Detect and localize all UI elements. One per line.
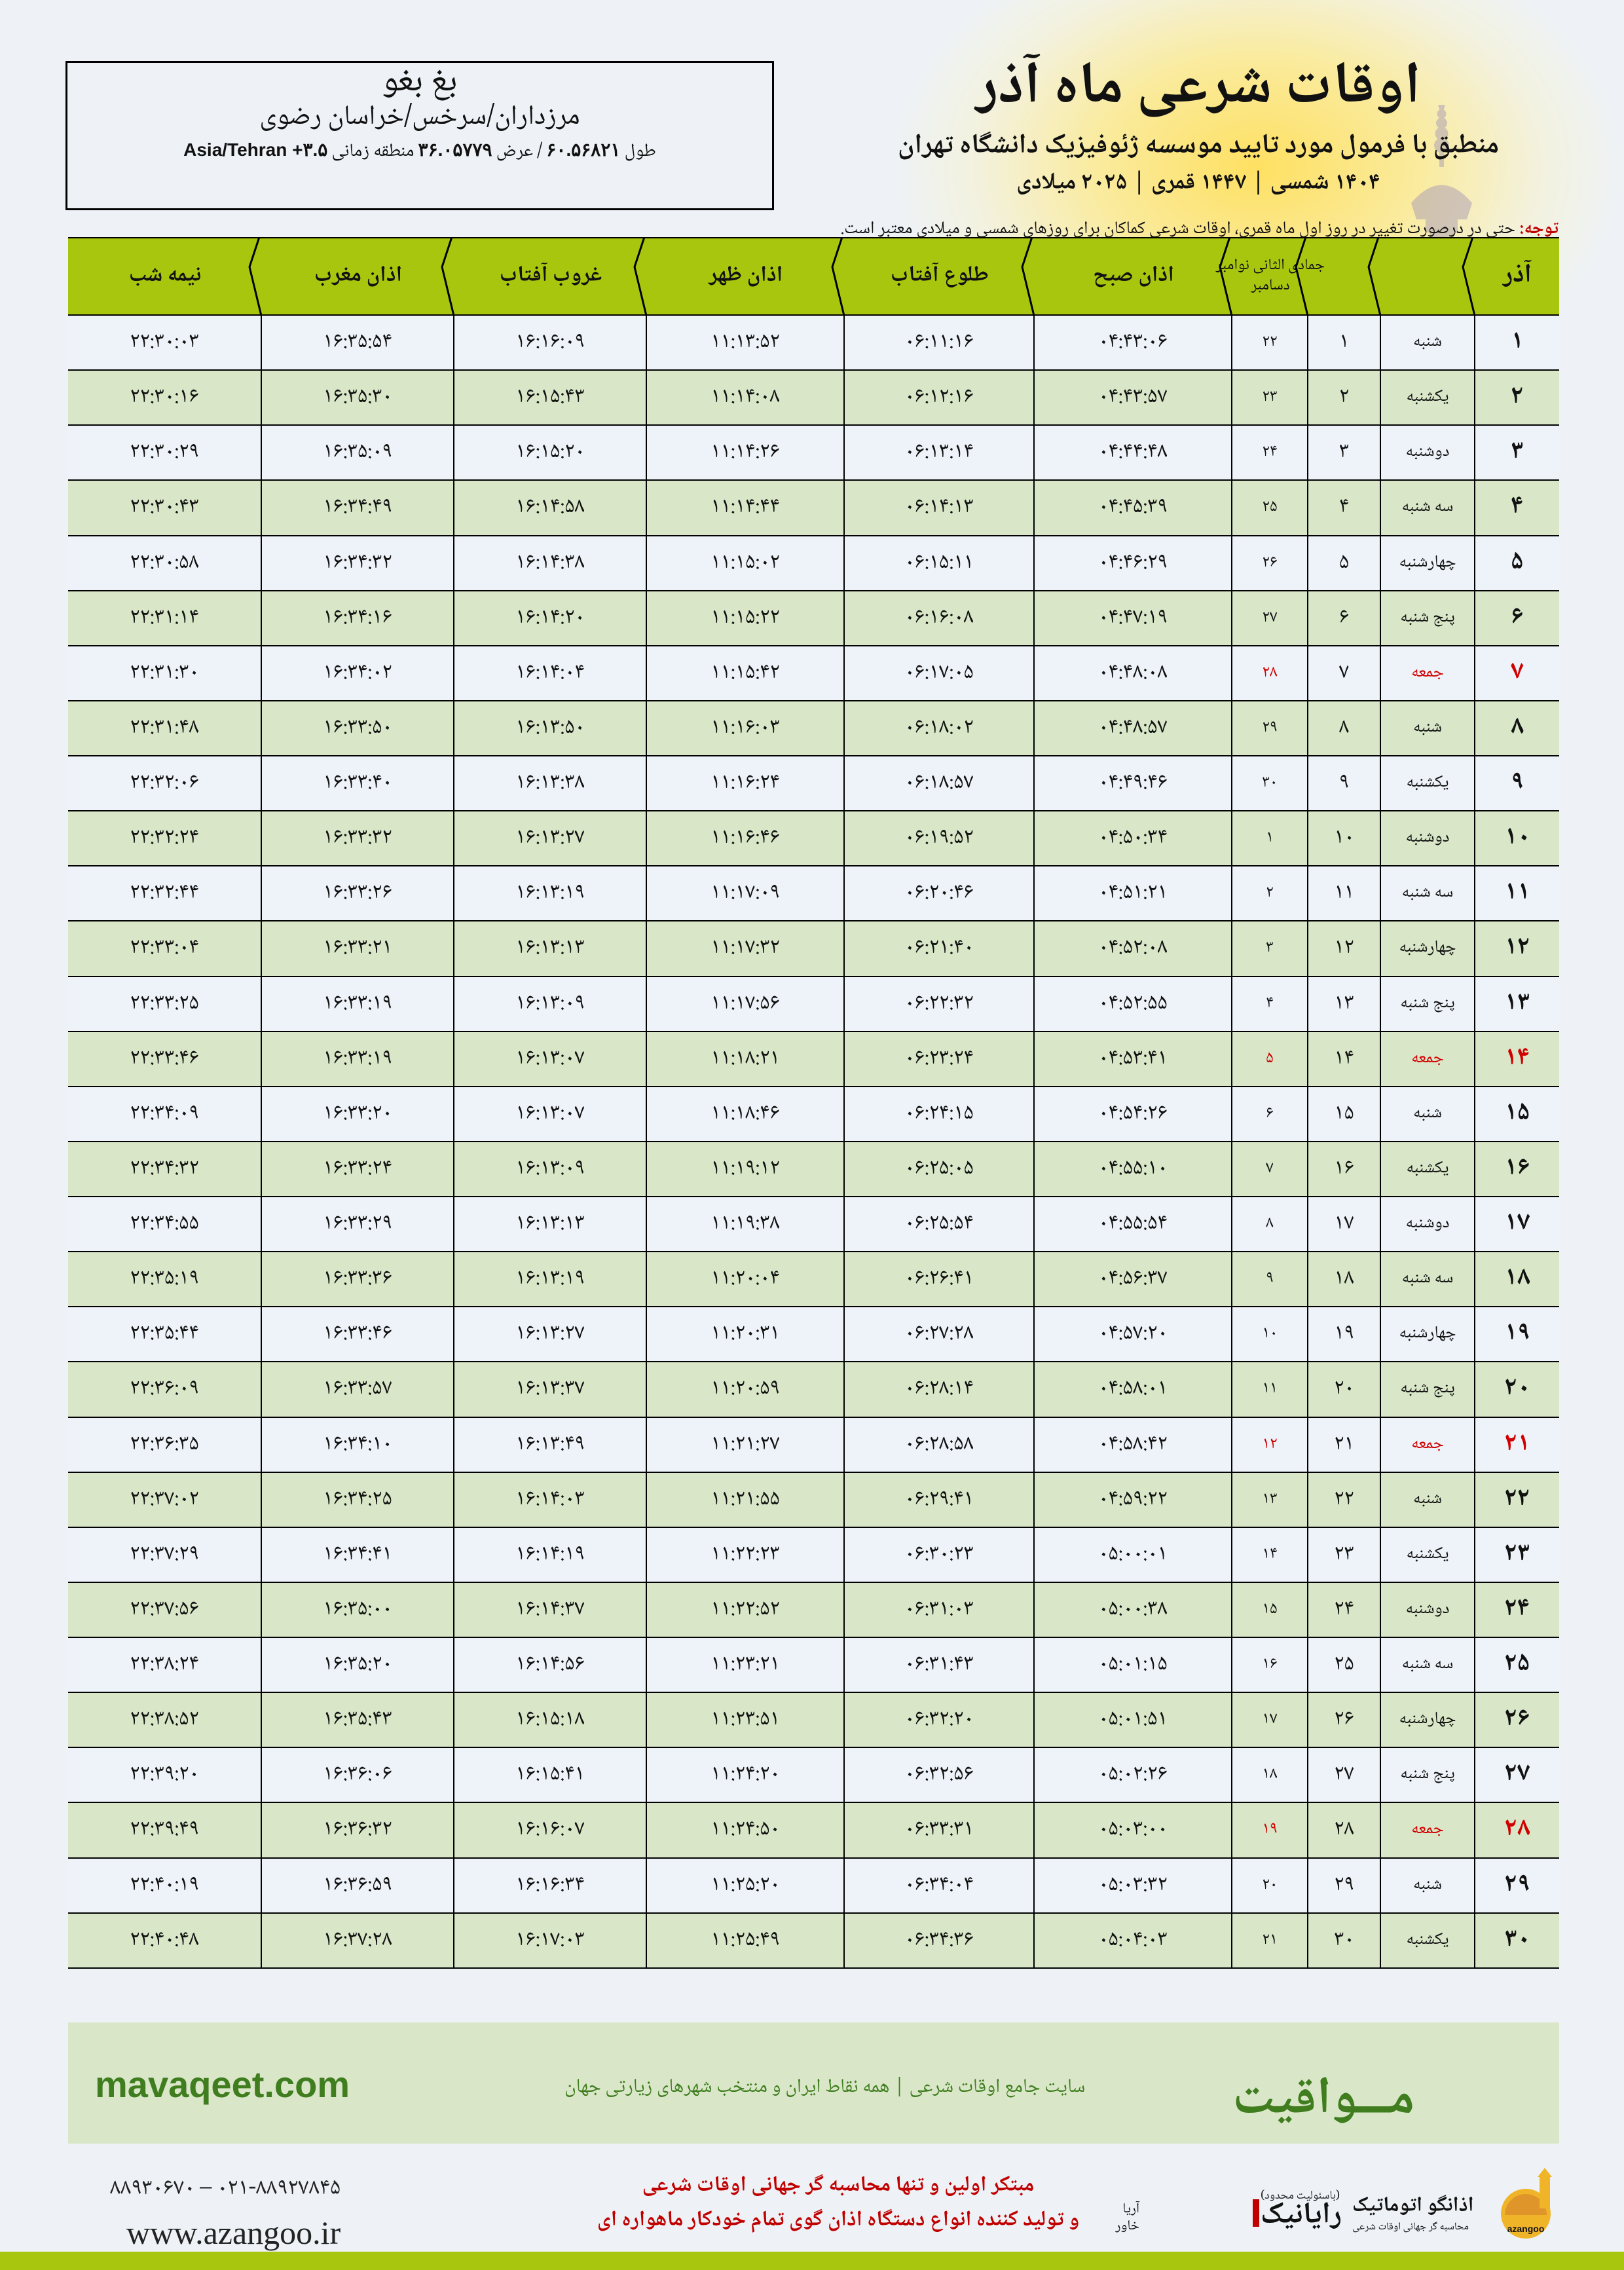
svg-text:خاور: خاور [1115, 2216, 1139, 2239]
svg-text:محاسبه گر جهانی اوقات شرعی: محاسبه گر جهانی اوقات شرعی [1352, 2219, 1469, 2237]
svg-text:رایانیک: رایانیک [1261, 2191, 1342, 2242]
svg-text:azangoo: azangoo [1507, 2223, 1545, 2234]
